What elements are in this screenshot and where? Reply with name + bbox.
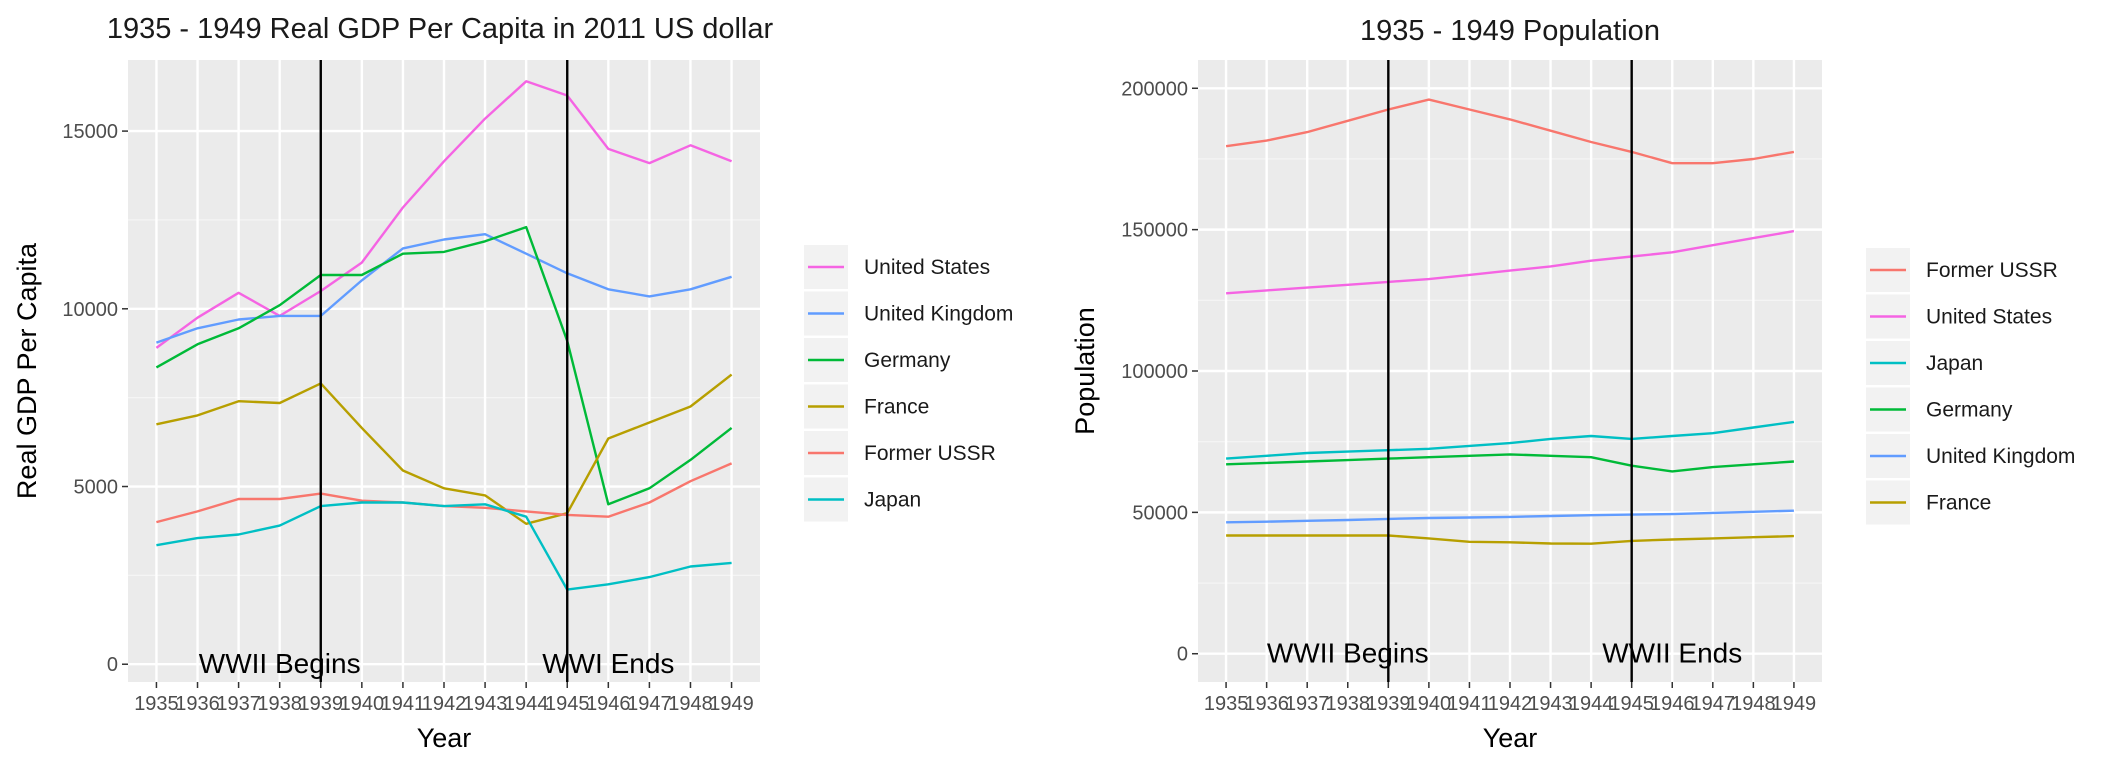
chart-title: 1935 - 1949 Population (1360, 15, 1660, 47)
legend-label: Germany (1926, 399, 2013, 422)
series-line-germany (1226, 453, 1794, 473)
x-tick-label: 1943 (1528, 693, 1573, 715)
x-axis-title: Year (1483, 723, 1538, 753)
x-tick-label: 1946 (1650, 693, 1695, 715)
y-axis-title: Real GDP Per Capita (12, 242, 42, 499)
y-tick-label: 50000 (1132, 502, 1188, 524)
x-tick-label: 1936 (175, 693, 220, 715)
series-line-former-ussr (1225, 98, 1795, 165)
legend-label: United States (864, 256, 990, 279)
x-tick-label: 1949 (1772, 693, 1817, 715)
series-line-germany (155, 225, 733, 506)
series-line-united-states (155, 80, 733, 349)
x-tick-label: 1941 (381, 693, 426, 715)
y-tick-label: 0 (107, 654, 118, 676)
x-tick-label: 1944 (504, 693, 549, 715)
legend-label: Japan (864, 489, 921, 512)
annotation: WWII Ends (1602, 638, 1742, 669)
gdp-chart: 1935 - 1949 Real GDP Per Capita in 2011 … (12, 13, 1013, 753)
series-line-united-states (1226, 229, 1795, 295)
x-tick-label: 1939 (1366, 693, 1411, 715)
series-line-japan (156, 501, 732, 591)
y-tick-label: 15000 (62, 121, 118, 143)
y-axis-title: Population (1070, 307, 1100, 435)
x-tick-label: 1948 (668, 693, 713, 715)
x-tick-label: 1941 (1447, 693, 1492, 715)
x-tick-label: 1947 (627, 693, 672, 715)
series-line-france (1226, 534, 1794, 545)
annotation: WWI Ends (542, 648, 674, 679)
x-tick-label: 1940 (1407, 693, 1452, 715)
x-tick-label: 1947 (1691, 693, 1736, 715)
x-tick-label: 1938 (257, 693, 302, 715)
y-tick-label: 200000 (1121, 78, 1188, 100)
legend-label: United Kingdom (864, 303, 1013, 326)
legend: Former USSR United States Japan Germany Unit… (1866, 248, 2075, 525)
x-axis-title: Year (417, 723, 472, 753)
x-tick-label: 1937 (1285, 693, 1330, 715)
x-tick-label: 1935 (1204, 693, 1249, 715)
population-chart: 1935 - 1949 Population 0 50000 100000 150000… (1070, 15, 2075, 753)
y-tick-label: 0 (1177, 644, 1188, 666)
x-tick-label: 1948 (1731, 693, 1776, 715)
x-tick-label: 1940 (340, 693, 385, 715)
y-tick-label: 10000 (62, 299, 118, 321)
x-tick-label: 1938 (1326, 693, 1371, 715)
annotation: WWII Begins (1267, 638, 1429, 669)
legend-label: Germany (864, 349, 951, 372)
legend-label: France (1926, 492, 1991, 515)
chart-title: 1935 - 1949 Real GDP Per Capita in 2011 … (107, 13, 774, 45)
legend-label: Japan (1926, 352, 1983, 375)
x-tick-label: 1935 (134, 693, 179, 715)
x-tick-label: 1946 (586, 693, 631, 715)
x-tick-label: 1945 (1609, 693, 1654, 715)
legend-label: United Kingdom (1926, 445, 2075, 468)
y-tick-label: 5000 (74, 477, 119, 499)
x-tick-label: 1949 (709, 693, 754, 715)
x-tick-label: 1939 (299, 693, 344, 715)
annotation: WWII Begins (199, 648, 361, 679)
series-line-france (156, 373, 733, 525)
legend-label: France (864, 396, 929, 419)
x-tick-label: 1943 (463, 693, 508, 715)
legend: United States United Kingdom Germany France… (804, 245, 1013, 522)
y-tick-label: 100000 (1121, 361, 1188, 383)
y-tick-label: 150000 (1121, 220, 1188, 242)
legend-label: United States (1926, 306, 2052, 329)
x-tick-label: 1942 (422, 693, 467, 715)
legend-label: Former USSR (864, 442, 996, 465)
series-line-japan (1226, 420, 1795, 460)
x-tick-label: 1944 (1569, 693, 1614, 715)
x-tick-label: 1942 (1488, 693, 1533, 715)
series-line-united-kingdom (1226, 509, 1794, 524)
x-tick-label: 1937 (216, 693, 261, 715)
series-line-united-kingdom (156, 233, 732, 344)
x-tick-label: 1945 (545, 693, 590, 715)
legend-label: Former USSR (1926, 259, 2058, 282)
x-tick-label: 1936 (1244, 693, 1289, 715)
